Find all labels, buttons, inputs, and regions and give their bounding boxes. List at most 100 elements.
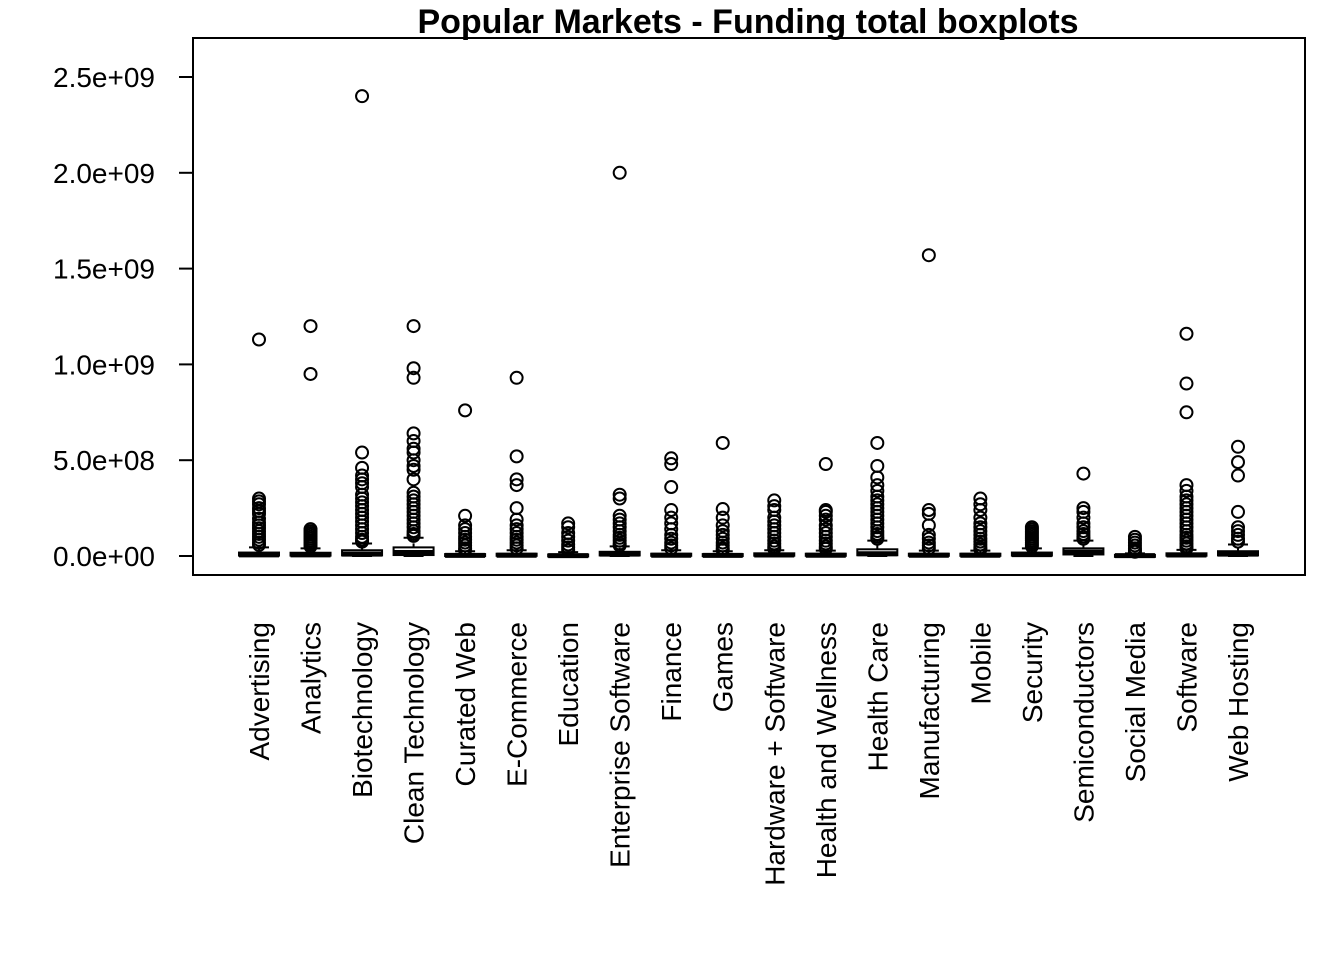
outlier-point (973, 503, 988, 518)
outlier-point (458, 522, 473, 537)
box-group (804, 457, 847, 558)
outlier-point (355, 89, 370, 104)
outlier-point (252, 332, 266, 347)
outlier-point (406, 426, 421, 441)
outlier-point (715, 435, 730, 450)
box-group (547, 516, 590, 559)
outlier-point (458, 543, 473, 558)
box-group (238, 332, 280, 558)
outlier-point (509, 370, 524, 385)
box-group (1217, 439, 1259, 557)
y-tick-label: 5.0e+08 (53, 445, 155, 476)
x-category-label: Finance (656, 622, 687, 722)
x-category-label: Clean Technology (399, 622, 430, 844)
outlier-point (406, 370, 421, 385)
outlier-point (509, 512, 524, 527)
outlier-point (1024, 539, 1039, 554)
outlier-point (973, 524, 988, 539)
outlier-point (303, 366, 318, 381)
outlier-point (973, 510, 988, 525)
box-group (1062, 466, 1105, 557)
outlier-point (561, 533, 576, 548)
box-group (1113, 529, 1156, 559)
outlier-point (509, 541, 524, 556)
x-category-label: Games (708, 622, 739, 712)
outlier-point (921, 248, 936, 263)
outlier-point (406, 458, 421, 473)
box-group (598, 165, 641, 557)
box-group (650, 451, 693, 558)
outlier-point (252, 497, 266, 512)
outlier-point (715, 502, 730, 517)
outlier-point (818, 508, 833, 523)
outlier-point (1076, 466, 1091, 481)
outlier-point (509, 522, 524, 537)
x-category-label: E-Commerce (502, 622, 533, 787)
outlier-point (509, 501, 524, 516)
outlier-point (1179, 520, 1194, 535)
plot-frame (192, 37, 1306, 576)
outlier-point (561, 516, 576, 531)
x-category-label: Manufacturing (914, 622, 945, 799)
x-category-label: Advertising (244, 622, 275, 761)
x-category-label: Health Care (862, 622, 893, 771)
outlier-point (458, 403, 473, 418)
outlier-point (561, 543, 576, 558)
outlier-point (561, 529, 576, 544)
x-axis-labels: Advertising Analytics Biotechnology Clean T… (244, 622, 1254, 886)
outlier-point (1231, 468, 1245, 483)
outlier-point (406, 319, 421, 334)
x-category-label: Web Hosting (1223, 622, 1254, 782)
outlier-point (612, 487, 627, 502)
outlier-point (561, 520, 576, 535)
x-category-label: Social Media (1120, 622, 1151, 783)
outlier-point (818, 504, 833, 519)
x-category-label: Analytics (296, 622, 327, 734)
box-group (495, 370, 538, 558)
outlier-point (818, 457, 833, 472)
box-group (1010, 520, 1053, 558)
box-group (392, 319, 435, 557)
outlier-point (870, 435, 885, 450)
outlier-point (1231, 455, 1245, 470)
outlier-point (664, 527, 679, 542)
outlier-point (355, 526, 370, 541)
outlier-point (612, 491, 627, 506)
outlier-point (921, 541, 936, 556)
outlier-point (664, 541, 679, 556)
outlier-point (612, 165, 627, 180)
outlier-point (921, 518, 936, 533)
outlier-point (1127, 544, 1142, 559)
outlier-point (870, 483, 885, 498)
boxes (238, 89, 1259, 559)
outlier-point (818, 526, 833, 541)
outlier-point (973, 542, 988, 557)
outlier-point (1231, 504, 1245, 519)
outlier-point (1076, 510, 1091, 525)
outlier-point (406, 472, 421, 487)
outlier-point (252, 537, 266, 552)
outlier-point (612, 538, 627, 553)
outlier-point (664, 503, 679, 518)
outlier-point (509, 449, 524, 464)
outlier-point (1231, 524, 1245, 539)
box-group (444, 403, 487, 558)
outlier-point (1179, 541, 1194, 556)
y-tick-label: 0.0e+00 (53, 541, 155, 572)
outlier-point (612, 520, 627, 535)
x-category-label: Security (1017, 622, 1048, 723)
chart-title: Popular Markets - Funding total boxplots (417, 3, 1078, 41)
outlier-point (870, 458, 885, 473)
box-group (959, 491, 1002, 558)
x-category-label: Biotechnology (347, 622, 378, 798)
outlier-point (509, 478, 524, 493)
outlier-point (303, 319, 318, 334)
outlier-point (664, 531, 679, 546)
outlier-point (921, 503, 936, 518)
outlier-point (1179, 326, 1194, 341)
y-axis: 0.0e+00 5.0e+08 1.0e+09 1.5e+09 2.0e+09 2.5e+… (53, 62, 194, 572)
x-category-label: Semiconductors (1068, 622, 1099, 823)
outlier-point (664, 457, 679, 472)
outlier-point (870, 531, 885, 546)
box-group (1165, 326, 1208, 558)
